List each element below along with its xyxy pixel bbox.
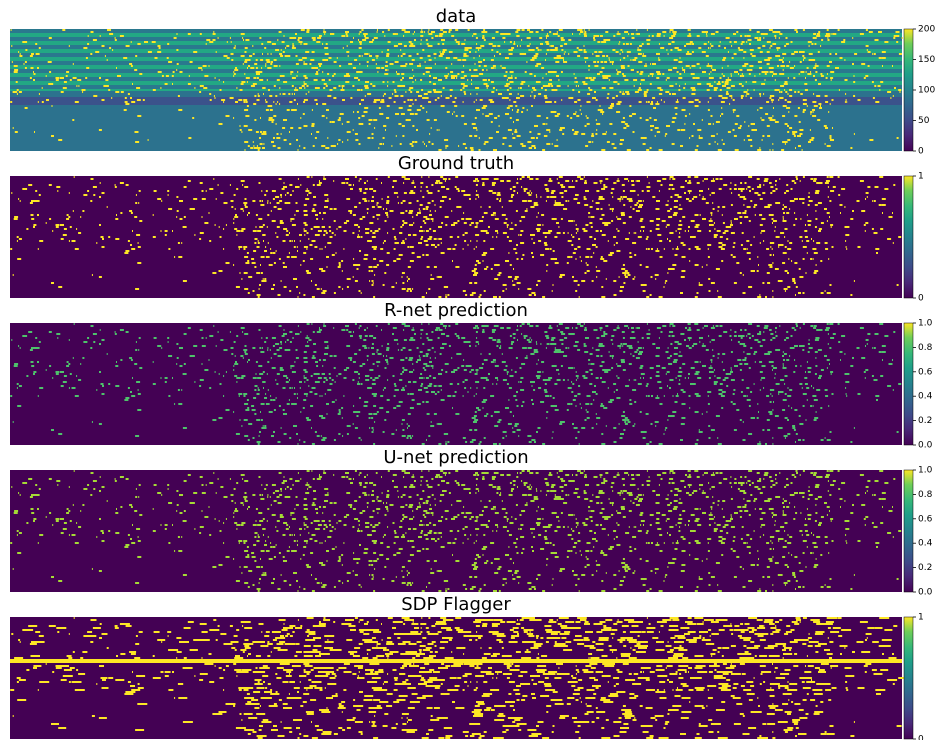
texture-band	[10, 67, 902, 69]
texture-band	[10, 51, 902, 53]
texture-band	[10, 65, 902, 67]
colorbar	[903, 469, 914, 593]
heatmap-texture	[10, 617, 906, 739]
texture-band	[10, 103, 902, 105]
texture-band	[10, 135, 902, 137]
texture-band	[10, 125, 902, 127]
panel-title: data	[436, 6, 477, 27]
texture-band	[10, 85, 902, 87]
texture-band	[10, 121, 902, 123]
colorbar-tick-label: 0.6	[918, 514, 933, 524]
texture-band	[10, 119, 902, 121]
texture-band	[10, 133, 902, 135]
texture-band	[10, 49, 902, 51]
colorbar-tick-label: 0.0	[918, 588, 933, 598]
colorbar-tick-label: 200	[918, 25, 935, 35]
texture-band	[10, 107, 902, 109]
texture-band	[10, 73, 902, 75]
colorbar-tick-label: 0.0	[918, 441, 933, 451]
texture-band	[10, 33, 902, 35]
texture-band	[10, 149, 902, 151]
texture-band	[10, 63, 902, 65]
colorbar	[903, 175, 914, 299]
colorbar	[903, 322, 914, 446]
panel-title: Ground truth	[398, 153, 514, 174]
texture-band	[10, 87, 902, 89]
texture-band	[10, 95, 902, 97]
texture-band	[10, 141, 902, 143]
heatmap-bg	[10, 176, 902, 298]
texture-band	[10, 99, 902, 101]
texture-band	[10, 89, 902, 91]
texture-band	[10, 139, 902, 141]
texture-band	[10, 131, 902, 133]
texture-band	[10, 81, 902, 83]
texture-band	[10, 147, 902, 149]
colorbar-tick-label: 100	[918, 86, 935, 96]
heatmap-bg	[10, 323, 902, 445]
colorbar-tick-label: 0.4	[918, 539, 933, 549]
texture-band	[10, 91, 902, 93]
colorbar-tick-label: 150	[918, 55, 935, 65]
texture-band	[10, 93, 902, 95]
colorbar-tick-label: 0	[918, 735, 924, 740]
colorbar	[903, 28, 914, 152]
colorbar-tick-label: 0	[918, 147, 924, 157]
heatmap-texture	[10, 29, 903, 151]
texture-band	[10, 59, 902, 61]
texture-band	[10, 129, 902, 131]
texture-band	[10, 53, 902, 55]
texture-band	[10, 47, 902, 49]
panel-title: U-net prediction	[383, 447, 528, 468]
colorbar-tick-label: 0.4	[918, 392, 933, 402]
colorbar-tick-label: 0.2	[918, 416, 932, 426]
texture-band	[10, 61, 902, 63]
texture-band	[10, 143, 902, 145]
texture-band	[10, 35, 902, 37]
colorbar-tick-label: 1	[918, 613, 924, 623]
texture-band	[10, 123, 902, 125]
colorbar-tick-label: 0.6	[918, 367, 933, 377]
texture-band	[10, 55, 902, 57]
texture-band	[10, 45, 902, 47]
colorbar	[903, 616, 914, 740]
texture-band	[10, 79, 902, 81]
colorbar-tick-label: 1.0	[918, 319, 933, 329]
texture-band	[10, 69, 902, 71]
texture-band	[10, 31, 902, 33]
texture-band	[10, 113, 902, 115]
texture-band	[10, 145, 902, 147]
colorbar-tick-label: 0.8	[918, 490, 933, 500]
texture-band	[10, 117, 902, 119]
heatmap-texture	[10, 470, 902, 592]
colorbar-tick-label: 1.0	[918, 466, 933, 476]
texture-band	[10, 111, 902, 113]
texture-band	[10, 43, 902, 45]
texture-band	[10, 83, 902, 85]
texture-band	[10, 127, 902, 129]
heatmap-bg	[10, 470, 902, 592]
colorbar-tick-label: 0.2	[918, 563, 932, 573]
colorbar-tick-label: 0	[918, 294, 924, 304]
texture-band	[10, 109, 902, 111]
colorbar-tick-label: 1	[918, 172, 924, 182]
heatmap-texture	[10, 323, 902, 445]
texture-band	[10, 101, 902, 103]
panel-title: R-net prediction	[384, 300, 528, 321]
panel-title: SDP Flagger	[401, 594, 511, 615]
texture-band	[10, 137, 902, 139]
texture-band	[10, 77, 902, 79]
texture-band	[10, 37, 902, 39]
heatmap-texture	[10, 176, 902, 298]
texture-band	[10, 71, 902, 73]
colorbar-tick-label: 50	[918, 116, 930, 126]
colorbar-tick-label: 0.8	[918, 343, 933, 353]
